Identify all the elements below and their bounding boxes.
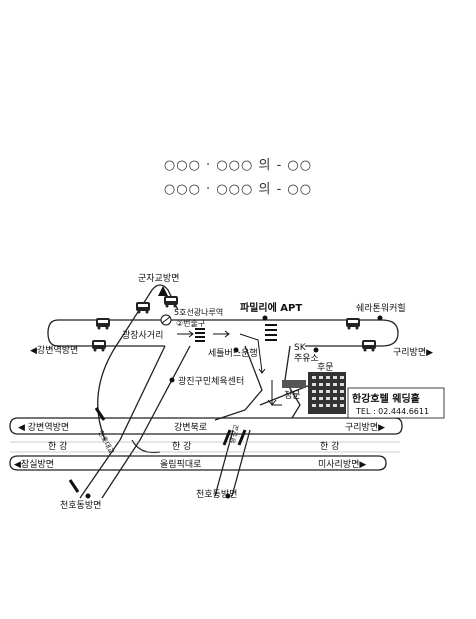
label-cheonho-left: 천호동방면 xyxy=(60,500,101,511)
bus-icon xyxy=(164,296,178,308)
label-jamsil: ◀잠실방면 xyxy=(14,459,54,470)
label-back-gate: 후문 xyxy=(317,362,334,373)
label-sheraton: 쉐라톤워커힐 xyxy=(356,302,406,314)
river-lines xyxy=(10,441,400,453)
label-gwangjang: 광장사거리 xyxy=(122,329,163,341)
label-tel: TEL : 02.444.6611 xyxy=(355,407,429,416)
gunja-arrow-icon xyxy=(158,286,168,296)
label-main-gate: 정문 xyxy=(284,390,301,401)
bridge-marks xyxy=(68,407,247,493)
road-olympic xyxy=(9,455,387,471)
cheonho-left-dot xyxy=(85,493,91,499)
label-station: 5호선광나루역 xyxy=(174,307,223,317)
label-river-2: 한 강 xyxy=(172,441,191,452)
bus-icon xyxy=(96,318,110,330)
label-gwangjin-sports: 광진구민체육센터 xyxy=(178,375,244,387)
label-gunja: 군자교방면 xyxy=(138,273,179,284)
label-guri-top: 구리방면▶ xyxy=(393,347,433,358)
label-sk-line1: SK xyxy=(294,343,307,353)
bus-icon xyxy=(136,302,150,314)
cheonho-bridge-road xyxy=(79,439,121,499)
label-cheonho-right: 천호동방면 xyxy=(196,489,237,500)
label-family-apt: 파밀리에 APT xyxy=(240,301,302,314)
crosswalk-marks xyxy=(195,324,277,342)
road-top-main xyxy=(58,319,399,347)
label-river-1: 한 강 xyxy=(48,441,67,452)
label-gangbyeon-north: 강변북로 xyxy=(174,422,207,433)
subway-icon xyxy=(160,314,172,326)
guest-names-line-1: ○○○ · ○○○ 의 - ○○ xyxy=(163,158,313,173)
family-apt-dot xyxy=(262,315,268,321)
sports-center-dot xyxy=(169,377,175,383)
label-sk-line2: 주유소 xyxy=(294,353,319,364)
label-gangbyeon-station-mid: ◀ 강변역방면 xyxy=(18,422,69,433)
gwangjin-bridge-road xyxy=(214,429,234,497)
label-hotel: 한강호텔 웨딩홀 xyxy=(352,392,420,405)
label-river-3: 한 강 xyxy=(320,441,339,452)
bus-icon xyxy=(92,340,106,352)
map-labels: 군자교방면 5호선광나루역 ②번출구 광장사거리 파밀리에 APT 쉐라톤워커힐… xyxy=(14,273,433,511)
hotel-label-box xyxy=(347,387,445,419)
cheonho-right-dot xyxy=(225,493,231,499)
bus-icon xyxy=(346,318,360,330)
label-guri-mid: 구리방면▶ xyxy=(345,422,385,433)
label-misari: 미사리방면▶ xyxy=(318,459,366,470)
bus-icons xyxy=(92,296,376,352)
bus-icon xyxy=(362,340,376,352)
guest-names-line-2: ○○○ · ○○○ 의 - ○○ xyxy=(163,182,313,197)
label-olympic: 올림픽대로 xyxy=(160,458,201,470)
sheraton-dot xyxy=(377,315,383,321)
location-dots xyxy=(85,315,383,499)
label-exit: ②번출구 xyxy=(176,318,205,328)
hotel-building-icon xyxy=(282,372,346,414)
road-gangbyeon-north xyxy=(9,417,403,435)
route-arrows xyxy=(177,330,282,406)
road-top-main-left xyxy=(47,319,165,347)
shuttle-dot xyxy=(233,347,239,353)
label-gangbyeon-station-top: ◀강변역방면 xyxy=(30,345,78,356)
sk-dot xyxy=(313,347,319,353)
label-seteul-bus: 세틀버스운행 xyxy=(208,347,258,359)
